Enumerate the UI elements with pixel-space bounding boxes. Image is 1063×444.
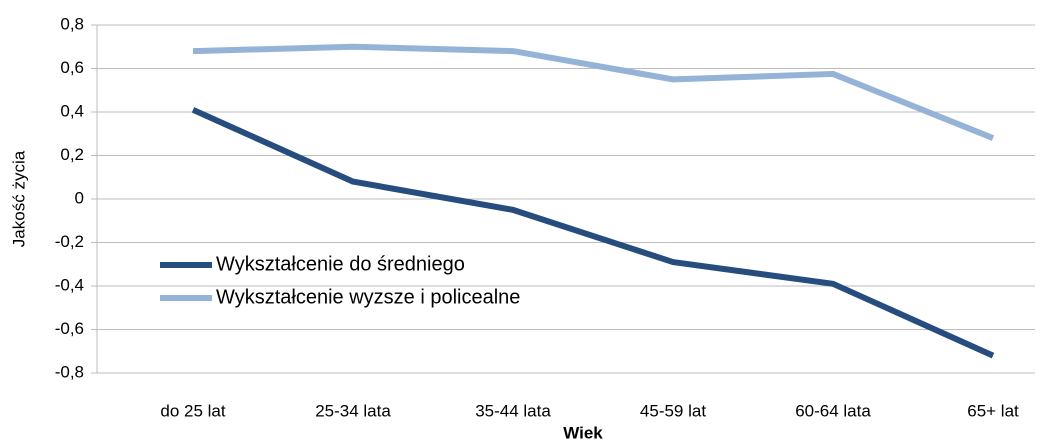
y-tick-label: 0,8 — [60, 14, 84, 33]
x-tick-label: 65+ lat — [967, 401, 1019, 420]
series-line — [191, 107, 995, 359]
y-tick-label: -0,4 — [55, 275, 84, 294]
y-tick-label: 0,4 — [60, 101, 84, 120]
y-tick-label: -0,6 — [55, 319, 84, 338]
y-tick-label: 0 — [75, 188, 84, 207]
x-tick-label: 60-64 lata — [795, 401, 871, 420]
y-axis-label: Jakość życia — [9, 150, 28, 247]
x-tick-label: 35-44 lata — [475, 401, 551, 420]
legend-label: Wykształcenie do średniego — [216, 253, 465, 275]
x-tick-label: 45-59 lat — [640, 401, 706, 420]
x-tick-label: do 25 lat — [160, 401, 225, 420]
x-axis-label: Wiek — [563, 423, 603, 442]
y-tick-label: -0,8 — [55, 362, 84, 381]
legend-label: Wykształcenie wyzsze i policealne — [216, 286, 520, 308]
y-tick-label: 0,2 — [60, 145, 84, 164]
y-tick-label: -0,2 — [55, 232, 84, 251]
series-line — [192, 43, 995, 141]
x-tick-label: 25-34 lata — [315, 401, 391, 420]
y-tick-label: 0,6 — [60, 58, 84, 77]
